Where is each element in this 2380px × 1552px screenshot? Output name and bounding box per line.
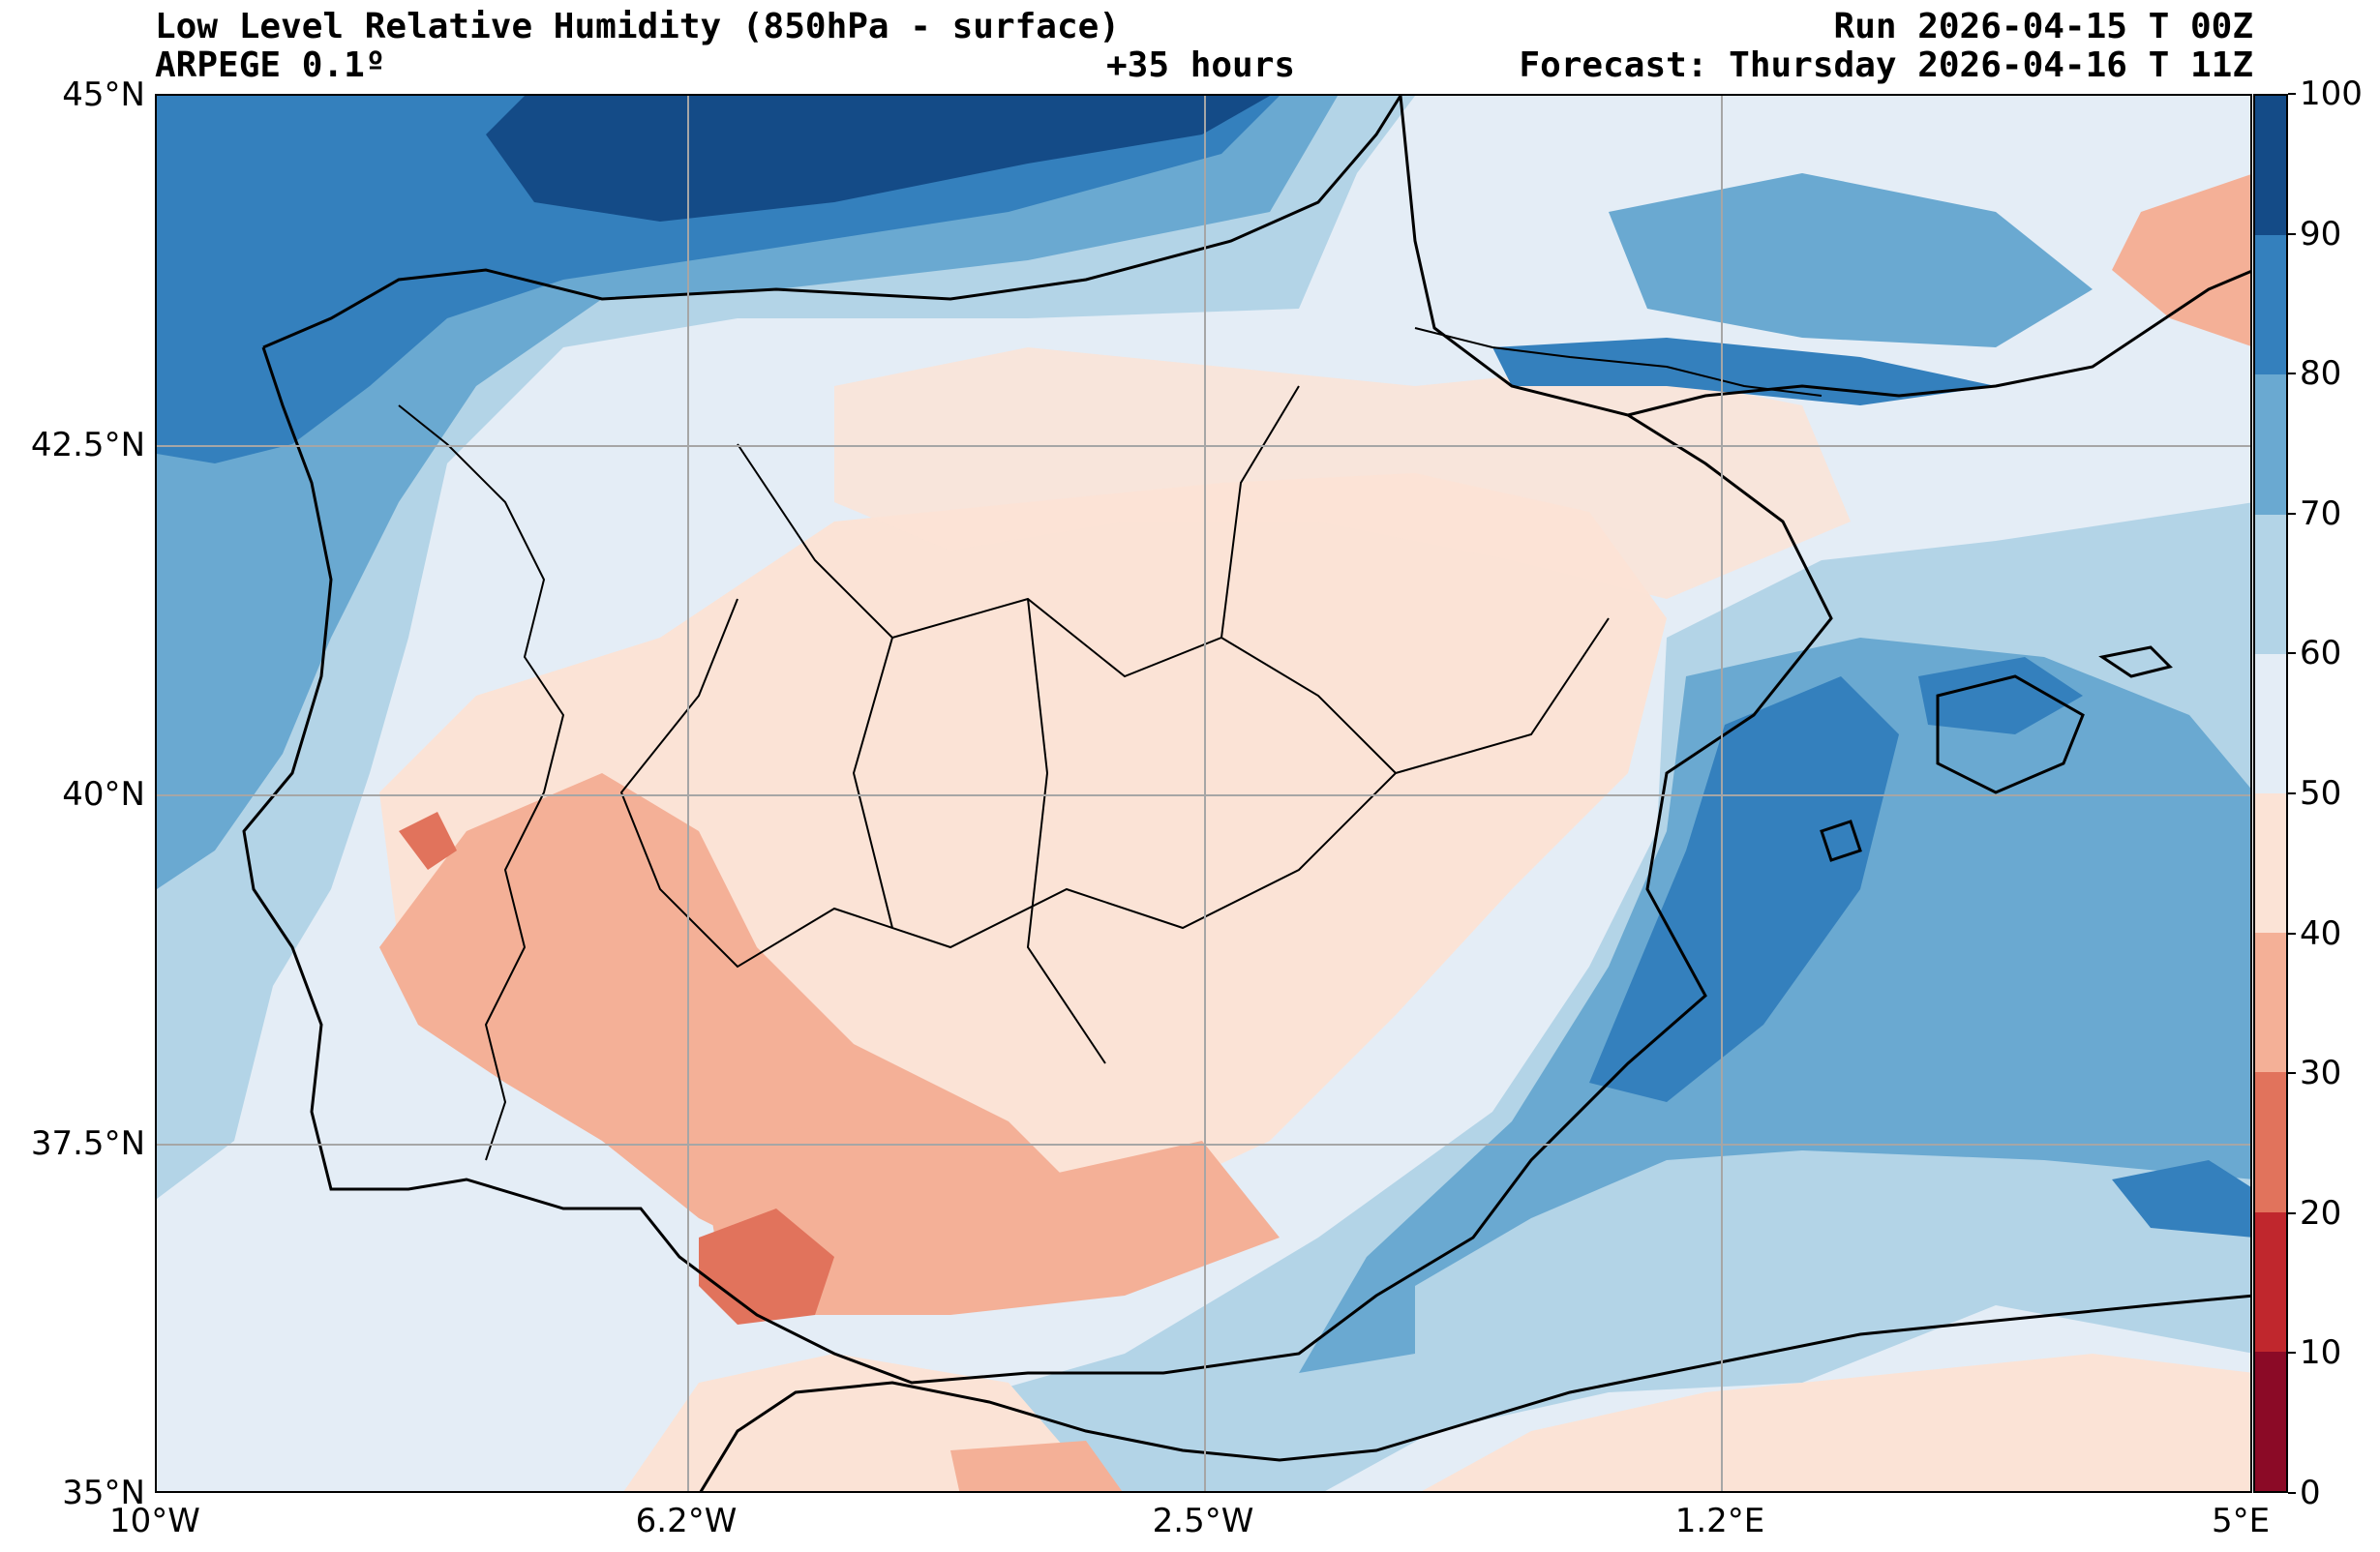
north-africa-dry-field xyxy=(1422,1354,2250,1491)
colorbar-tick xyxy=(2288,1492,2296,1494)
colorbar-tick xyxy=(2288,652,2296,655)
valencia-gulf-very-humid xyxy=(1589,676,1899,1102)
colorbar-tick-label: 80 xyxy=(2300,354,2342,394)
pyrenees-humid-patch xyxy=(1492,338,1996,405)
colorbar-tick-label: 50 xyxy=(2300,774,2342,813)
colorbar-tick-label: 40 xyxy=(2300,913,2342,953)
lon-label-2-5w: 2.5°W xyxy=(1152,1502,1254,1540)
france-med-coastline xyxy=(1627,270,2250,417)
morocco-drier-spot xyxy=(950,1441,1123,1491)
colorbar-tick xyxy=(2288,373,2296,375)
humidity-map xyxy=(155,94,2252,1493)
colorbar-segment xyxy=(2255,792,2286,934)
balearic-humid-spot xyxy=(1918,657,2083,734)
colorbar-tick-label: 0 xyxy=(2300,1474,2321,1512)
colorbar-tick xyxy=(2288,792,2296,794)
colorbar-segment xyxy=(2255,652,2286,793)
colorbar-tick xyxy=(2288,512,2296,515)
ibiza-coastline xyxy=(1820,820,1862,862)
iberia-coastline xyxy=(242,96,1833,1385)
colorbar-tick xyxy=(2288,932,2296,935)
map-canvas xyxy=(157,96,2250,1491)
colorbar-segment xyxy=(2255,373,2286,515)
gridlines xyxy=(157,96,2250,1491)
mallorca-coastline xyxy=(1936,674,2085,794)
colorbar-tick-label: 30 xyxy=(2300,1054,2342,1093)
menorca-coastline xyxy=(2098,645,2173,678)
run-label: Run 2026-04-15 T 00Z xyxy=(1833,7,2253,46)
colorbar-segment xyxy=(2255,1350,2286,1491)
lat-label-37-5: 37.5°N xyxy=(30,1124,145,1163)
colorbar-tick xyxy=(2288,1211,2296,1214)
lead-time-label: +35 hours xyxy=(1106,45,1296,85)
map-title: Low Level Relative Humidity (850hPa - su… xyxy=(155,7,1120,46)
pyrenees-border xyxy=(1414,327,1823,397)
colorbar-segment xyxy=(2255,932,2286,1073)
colorbar-segment xyxy=(2255,1210,2286,1352)
portugal-spain-border xyxy=(398,404,565,1161)
humidity-colorbar xyxy=(2253,94,2288,1493)
colorbar-tick-label: 20 xyxy=(2300,1193,2342,1233)
colorbar-tick-label: 10 xyxy=(2300,1333,2342,1373)
lat-label-40: 40°N xyxy=(62,775,145,814)
colorbar-segment xyxy=(2255,96,2286,236)
colorbar-segment xyxy=(2255,1071,2286,1212)
lon-label-1-2e: 1.2°E xyxy=(1674,1502,1765,1540)
africa-coastline xyxy=(699,1294,2250,1491)
provence-dry-patch xyxy=(2112,174,2250,346)
colorbar-segment xyxy=(2255,234,2286,375)
colorbar-tick xyxy=(2288,232,2296,235)
colorbar-segment xyxy=(2255,513,2286,654)
colorbar-tick-label: 60 xyxy=(2300,634,2342,673)
south-dry-field xyxy=(699,1121,1280,1315)
lon-label-6-2w: 6.2°W xyxy=(635,1502,738,1540)
biscay-very-humid-field xyxy=(157,96,1280,463)
lat-label-42-5: 42.5°N xyxy=(30,426,145,464)
tagus-dry-spot xyxy=(399,812,457,870)
sardinia-humid-spot xyxy=(2112,1160,2250,1238)
model-label: ARPEGE 0.1º xyxy=(155,45,386,85)
colorbar-tick xyxy=(2288,1352,2296,1355)
lat-label-45: 45°N xyxy=(62,75,145,114)
lon-label-10w: 10°W xyxy=(109,1502,200,1540)
colorbar-tick xyxy=(2288,1072,2296,1075)
colorbar-tick-label: 90 xyxy=(2300,214,2342,254)
lat-label-35: 35°N xyxy=(62,1474,145,1512)
lon-label-5e: 5°E xyxy=(2211,1502,2271,1540)
colorbar-tick-label: 70 xyxy=(2300,493,2342,533)
france-moist-patch xyxy=(1609,173,2093,347)
colorbar-tick-label: 100 xyxy=(2300,75,2363,113)
north-plateau-light-field xyxy=(834,347,1851,599)
forecast-label: Forecast: Thursday 2026-04-16 T 11Z xyxy=(1519,45,2253,85)
biscay-saturated-field xyxy=(486,96,1270,222)
colorbar-tick xyxy=(2288,93,2296,95)
province-borders xyxy=(619,385,1610,1064)
